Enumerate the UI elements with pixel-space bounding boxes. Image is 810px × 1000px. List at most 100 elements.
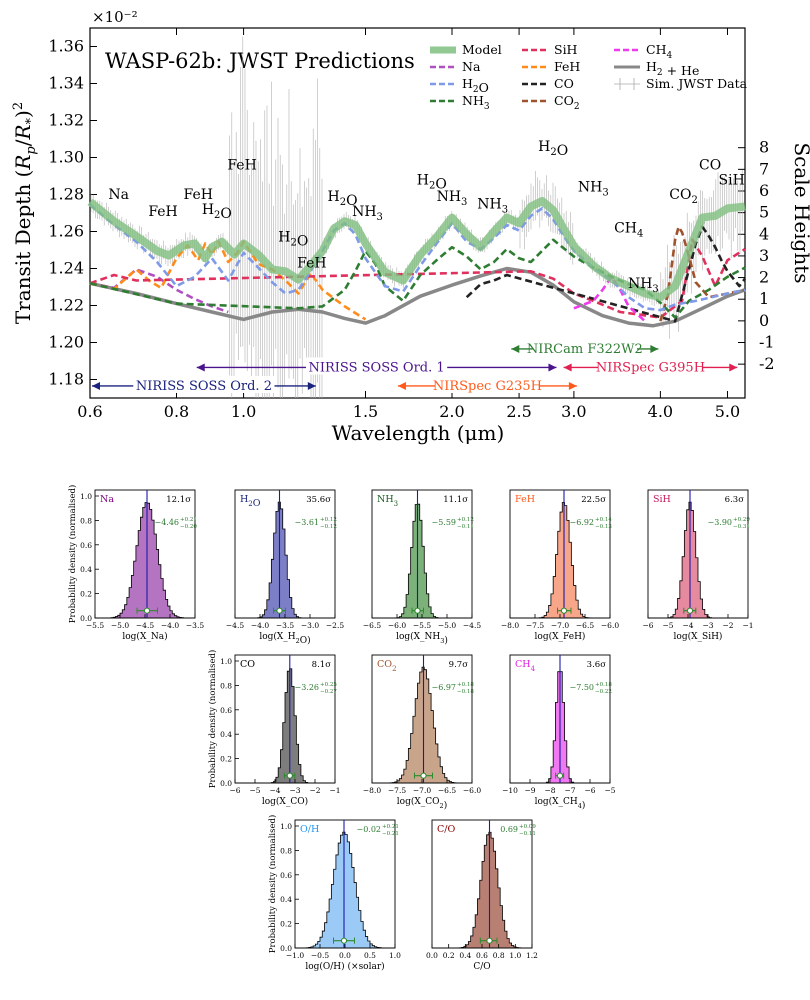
posterior-value: −3.26 [294, 683, 319, 692]
y-tick-label: 0.4 [220, 730, 232, 739]
molecule-annotation: CH4 [614, 220, 643, 239]
molecule-annotation: H2O [202, 202, 232, 222]
posterior-panel-0: −5.5 −5.0 −4.5 −4.0 −3.5 log(X_Na) Na 12.1σ −4.4… [67, 485, 204, 642]
spectrum-series [87, 36, 747, 398]
median-marker [686, 607, 694, 614]
detection-significance: 11.1σ [443, 495, 468, 505]
x-tick-label: −5.5 [413, 621, 431, 630]
y-tick-label: 1.30 [48, 148, 84, 167]
histogram [432, 831, 532, 949]
x-axis-label: log(X_CO) [262, 796, 308, 807]
y-tick-label: 0.6 [280, 871, 292, 880]
posterior-plus: +0.21 [382, 824, 399, 830]
panel-frame [509, 654, 611, 784]
histogram [648, 501, 748, 619]
y-tick-label: 1.18 [48, 370, 84, 389]
detection-significance: 3.6σ [587, 660, 607, 670]
molecule-annotation: H2O [328, 189, 358, 209]
posterior-panel-3: −8.0 −7.5 −7.0 −6.5 −6.0 log(X_FeH) FeH 22.5σ −6… [501, 489, 619, 642]
x-tick-label: 0.2 [443, 951, 455, 960]
y-tick-label: 0.6 [80, 541, 92, 550]
x-tick-label: −8.0 [501, 621, 519, 630]
panel-frame [509, 489, 611, 619]
x-tick-label: −1 [742, 621, 753, 630]
x-tick-label: −1 [329, 786, 340, 795]
y-tick-label: 1.0 [280, 822, 292, 831]
range-label-bg [133, 375, 275, 393]
posterior-plus: +0.14 [595, 517, 612, 523]
panel-name: CH4 [515, 659, 536, 673]
x-axis-label: log(X_CO2) [397, 796, 447, 811]
x-tick-label: −2 [722, 621, 733, 630]
posterior-minus: −0.20 [180, 524, 197, 530]
y-tick-label: 0.8 [280, 846, 292, 855]
posterior-plus: +0.18 [457, 682, 474, 688]
x-tick-label: 2.5 [506, 402, 531, 421]
legend-entry-na: Na [430, 59, 481, 74]
x-tick-label: 0.6 [476, 951, 488, 960]
x-tick-label: −2 [309, 786, 320, 795]
panel-name: FeH [515, 494, 535, 505]
range-arrow-left [511, 344, 520, 353]
panel-frame [234, 489, 336, 619]
molecule-annotation: NH3 [437, 189, 468, 208]
panel-frame [94, 489, 196, 619]
histogram [294, 831, 396, 949]
range-arrow-left [563, 363, 572, 372]
molecule-annotation: SiH [719, 172, 745, 188]
x-tick-label: −3 [702, 621, 713, 630]
x-tick-label: −5.5 [86, 621, 104, 630]
y-tick-label: 0.0 [280, 944, 292, 953]
y-tick-label: 0.4 [80, 565, 92, 574]
instrument-range: NIRISS SOSS Ord. 1 [196, 357, 557, 375]
posterior-value: −6.97 [431, 683, 456, 692]
y-tick-label: 1.28 [48, 185, 84, 204]
x-tick-label: 1.2 [526, 951, 538, 960]
legend-entry-h2he: H2 + He [614, 59, 699, 78]
series-model [87, 197, 746, 302]
molecule-annotation: FeH [184, 187, 213, 203]
x-tick-label: −3.0 [301, 621, 319, 630]
x-tick-label: −5.0 [438, 621, 456, 630]
y-axis-label: Probability density (normalised) [267, 815, 278, 954]
y-tick-label: 1.24 [48, 259, 84, 278]
y-right-tick-label: 7 [759, 159, 769, 178]
panel-name: O/H [300, 824, 319, 835]
legend-label: NH3 [462, 93, 490, 112]
x-tick-label: −5 [662, 621, 673, 630]
posterior-plus: +0.21 [180, 517, 197, 523]
x-tick-label: −9 [524, 786, 535, 795]
range-label: NIRCam F322W2 [527, 342, 643, 357]
x-tick-label: −6 [584, 786, 595, 795]
median-marker [560, 607, 568, 614]
y-tick-label: 1.0 [80, 492, 92, 501]
y-right-tick-label: -1 [759, 333, 775, 352]
detection-significance: 12.1σ [166, 495, 191, 505]
legend-label: FeH [554, 59, 580, 74]
legend-entry-h2o: H2O [430, 76, 489, 95]
x-tick-label: 0.8 [493, 951, 505, 960]
panel-name: NH3 [377, 494, 398, 508]
x-tick-label: −6.5 [363, 621, 381, 630]
median-marker [143, 607, 151, 614]
posterior-minus: −0.12 [320, 524, 337, 530]
y-tick-label: 0.2 [220, 755, 232, 764]
y-right-tick-label: 3 [759, 246, 769, 265]
x-axis-label: C/O [473, 962, 490, 972]
legend-label: Sim. JWST Data [646, 76, 748, 91]
detection-significance: 22.5σ [581, 495, 606, 505]
x-tick-label: −7.5 [388, 786, 406, 795]
x-tick-label: −5 [604, 786, 615, 795]
molecule-annotation: NH3 [477, 196, 508, 215]
posterior-minus: −0.18 [457, 689, 474, 695]
median-marker [286, 772, 293, 779]
y-tick-label: 0.2 [280, 920, 292, 929]
y-right-tick-label: 6 [759, 181, 769, 200]
legend-entry-feh: FeH [522, 59, 580, 74]
x-tick-label: 1.0 [389, 951, 401, 960]
detection-significance: 8.1σ [312, 660, 332, 670]
spectrum-title: WASP-62b: JWST Predictions [105, 49, 415, 73]
y-tick-label: 0.8 [220, 681, 232, 690]
y-tick-label: 1.36 [48, 37, 84, 56]
histogram [372, 503, 472, 619]
